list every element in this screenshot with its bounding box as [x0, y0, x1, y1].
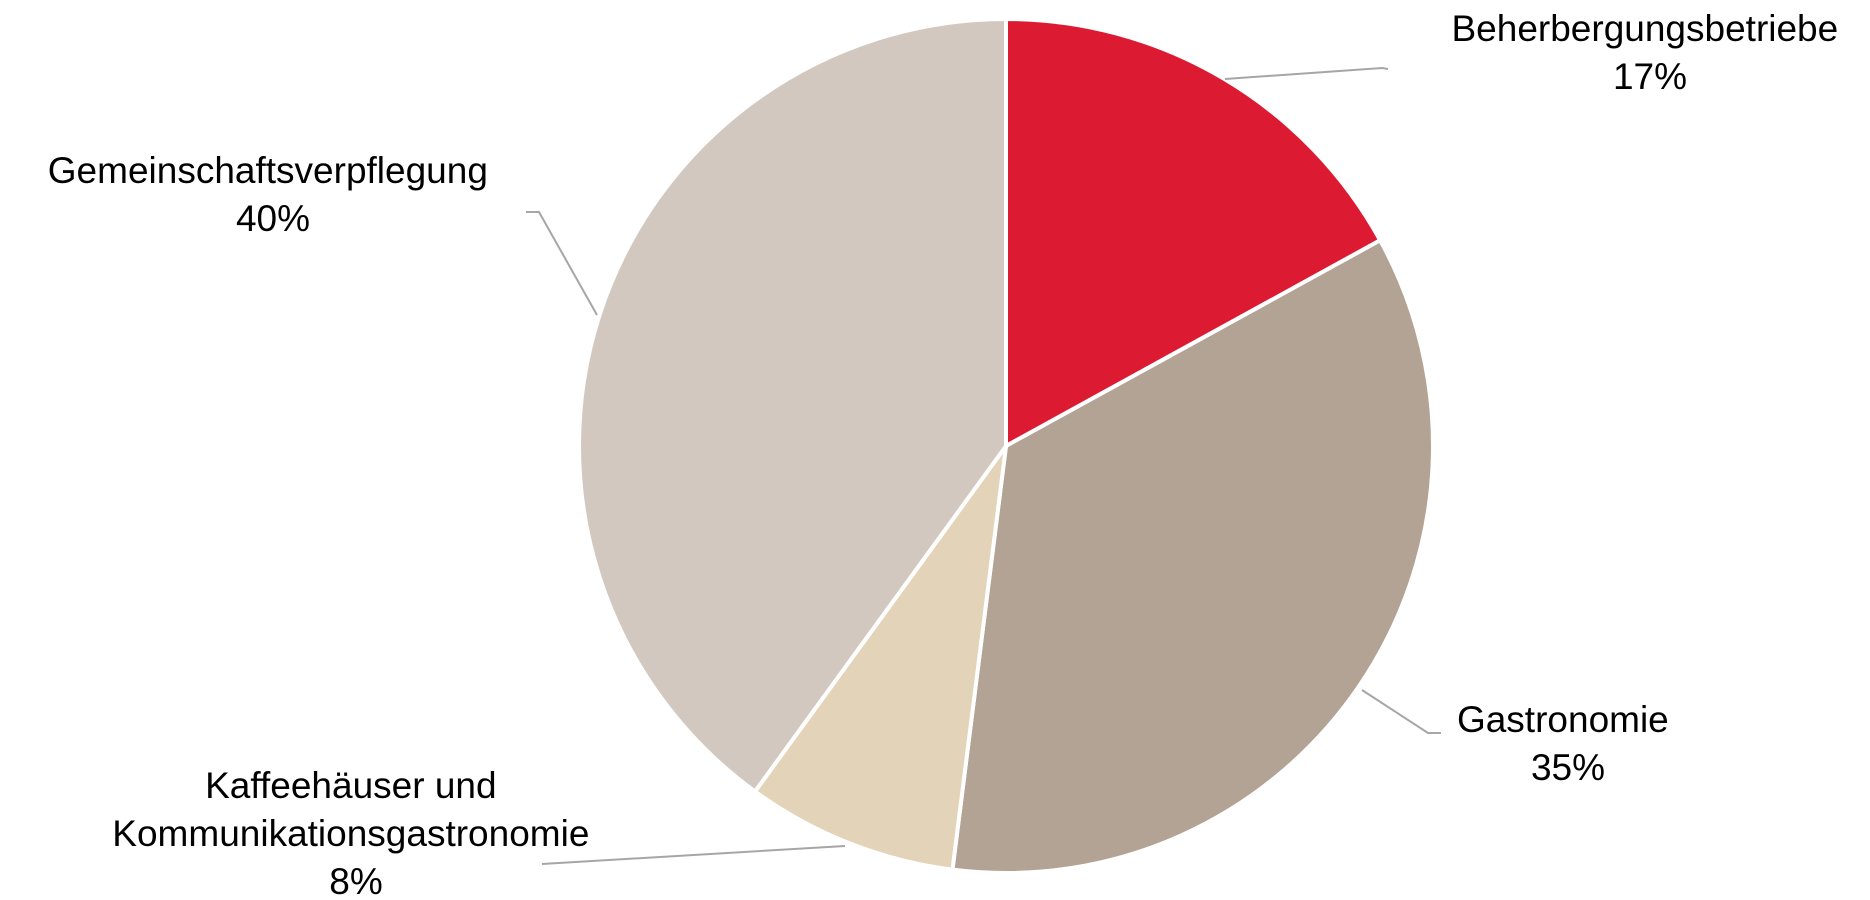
pie-slice-gemeinschaftsverpflegung: [577, 17, 1008, 794]
label-gastronomie-value: 35%: [1531, 747, 1605, 788]
label-beherbergungsbetriebe: Beherbergungsbetriebe 17%: [1451, 8, 1848, 97]
label-gastronomie: Gastronomie 35%: [1457, 699, 1679, 788]
label-kaffeehaeuser-name-line1: Kaffeehäuser und: [205, 765, 496, 806]
leader-kaffeehaeuser: [541, 845, 846, 865]
label-gastronomie-name: Gastronomie: [1457, 699, 1669, 740]
label-beherbergungsbetriebe-value: 17%: [1613, 56, 1687, 97]
leader-lines: [526, 66, 1441, 865]
pie-slice-beherbergungsbetriebe: [1004, 17, 1383, 448]
label-kaffeehaeuser-value: 8%: [329, 861, 382, 900]
pie-slice-kaffeehuser: [753, 444, 1008, 872]
leader-beherbergungsbetriebe: [1224, 66, 1389, 80]
leader-gastronomie: [1361, 689, 1441, 734]
label-gemeinschaftsverpflegung-value: 40%: [236, 198, 310, 239]
label-kaffeehaeuser: Kaffeehäuser und Kommunikationsgastronom…: [112, 765, 599, 900]
label-gemeinschaftsverpflegung: Gemeinschaftsverpflegung 40%: [48, 150, 498, 239]
leader-gemeinschaftsverpflegung: [526, 211, 598, 316]
pie-slices: [577, 17, 1435, 875]
pie-slice-gastronomie: [950, 238, 1435, 875]
label-kaffeehaeuser-name-line2: Kommunikationsgastronomie: [112, 813, 589, 854]
label-gemeinschaftsverpflegung-name: Gemeinschaftsverpflegung: [48, 150, 488, 191]
label-beherbergungsbetriebe-name: Beherbergungsbetriebe: [1451, 8, 1838, 49]
